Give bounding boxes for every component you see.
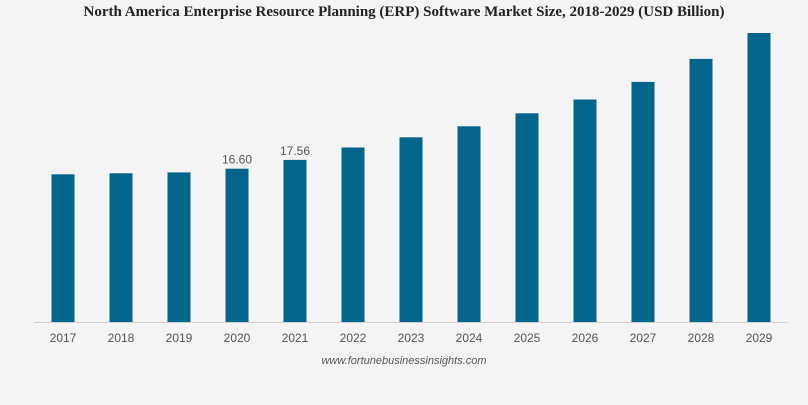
x-tick-label: 2028: [688, 331, 715, 345]
bar-2022: [341, 147, 365, 322]
bar-2019: [167, 172, 191, 322]
x-tick-label: 2027: [630, 331, 657, 345]
x-tick-label: 2023: [398, 331, 425, 345]
x-tick-label: 2022: [340, 331, 367, 345]
x-tick-label: 2019: [166, 331, 193, 345]
x-tick-label: 2020: [224, 331, 251, 345]
x-tick-label: 2026: [572, 331, 599, 345]
x-tick-label: 2025: [514, 331, 541, 345]
data-label-2020: 16.60: [222, 153, 252, 167]
x-tick-label: 2021: [282, 331, 309, 345]
bar-2017: [51, 174, 75, 322]
bar-2028: [689, 58, 713, 323]
bar-2029: [747, 33, 771, 322]
bar-2020: [225, 168, 249, 322]
x-tick-label: 2029: [746, 331, 773, 345]
bar-2025: [515, 113, 539, 322]
bar-2027: [631, 81, 655, 323]
bar-2023: [399, 137, 423, 322]
data-label-2021: 17.56: [280, 144, 310, 158]
x-tick-label: 2018: [108, 331, 135, 345]
bar-2026: [573, 99, 597, 322]
bar-2018: [109, 173, 133, 322]
x-tick-label: 2024: [456, 331, 483, 345]
x-tick-label: 2017: [50, 331, 77, 345]
chart-title: North America Enterprise Resource Planni…: [83, 4, 725, 20]
bar-2021: [283, 159, 307, 322]
source-credit: www.fortunebusinessinsights.com: [321, 355, 487, 367]
bar-2024: [457, 126, 481, 322]
